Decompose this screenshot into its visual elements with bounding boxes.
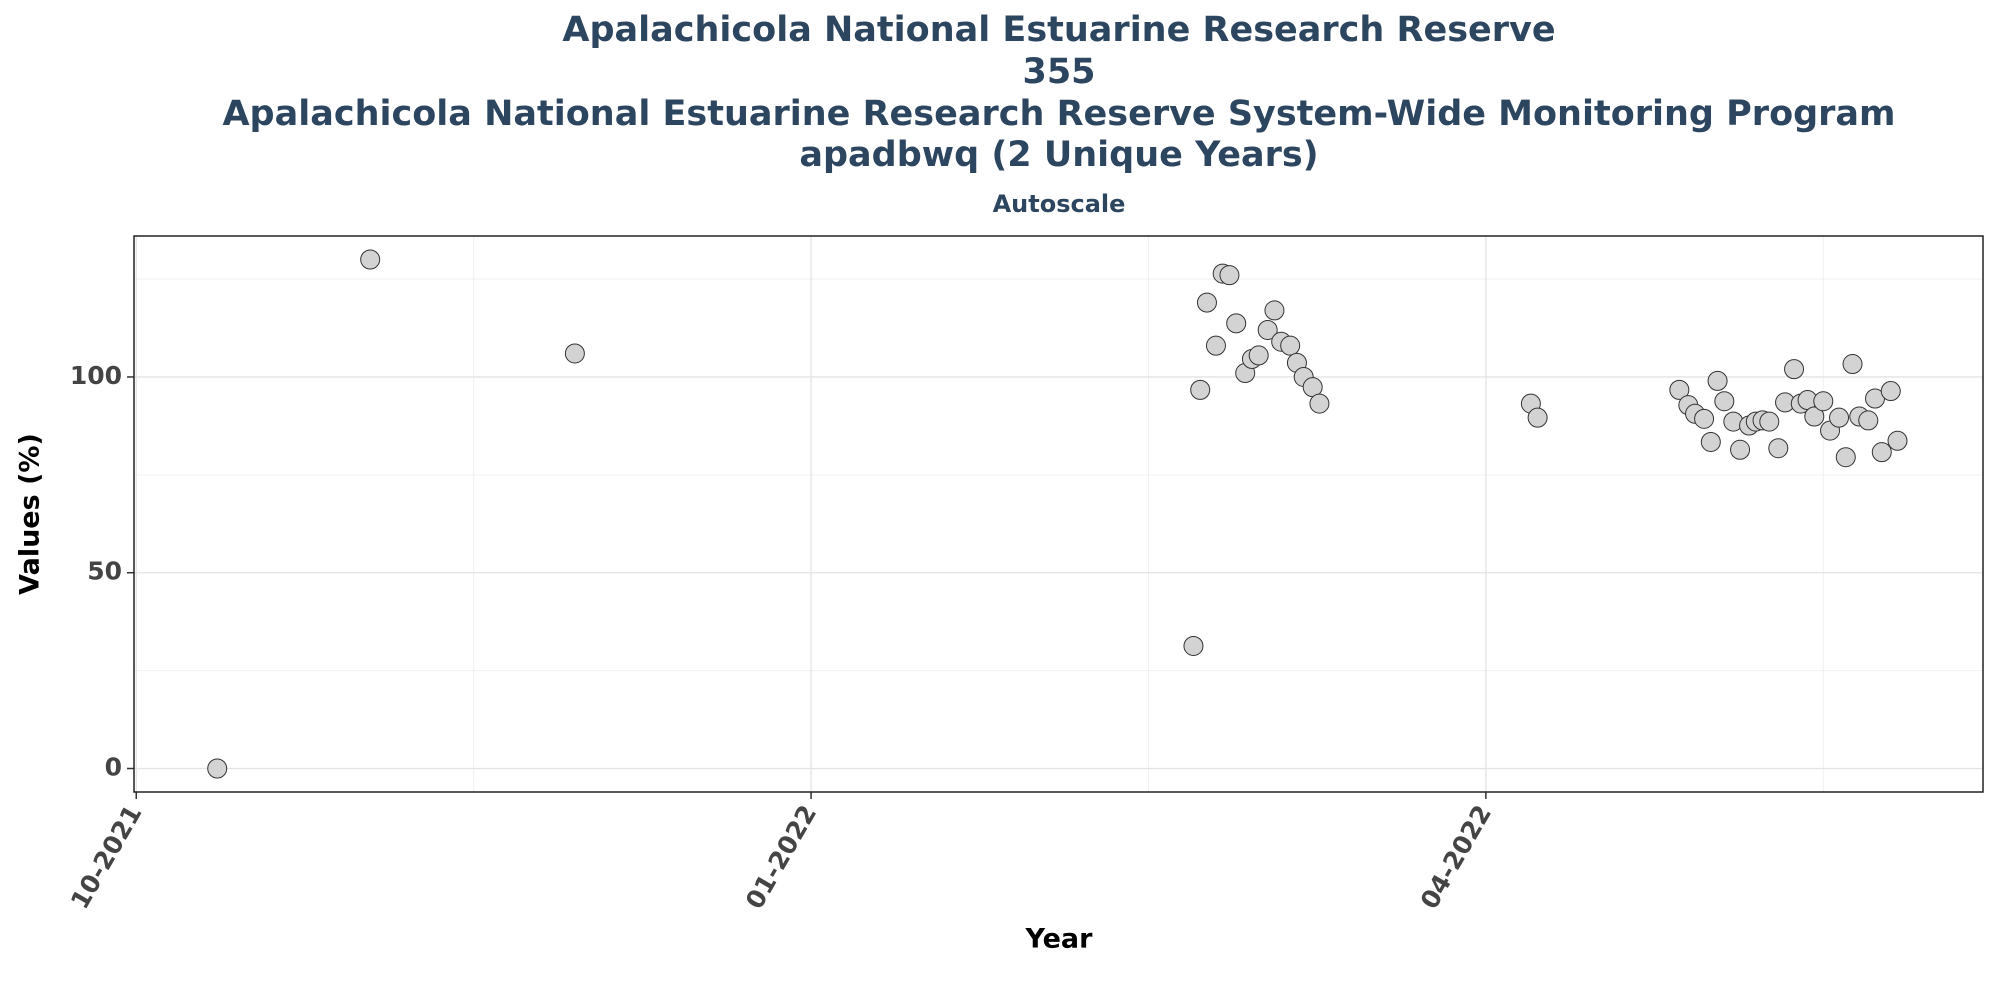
point xyxy=(1768,438,1789,459)
point xyxy=(207,758,228,779)
point xyxy=(1219,265,1240,286)
chart-subtitle: Autoscale xyxy=(993,190,1126,218)
chart-title: 355 xyxy=(1022,52,1095,92)
point xyxy=(1264,300,1285,321)
point xyxy=(1700,431,1721,452)
y-tick-label: 50 xyxy=(87,557,122,586)
point xyxy=(1309,393,1330,414)
point xyxy=(1669,379,1690,400)
x-tick-label: 10-2021 xyxy=(65,800,147,914)
point xyxy=(564,343,585,364)
chart-title: Apalachicola National Estuarine Research… xyxy=(222,94,1895,134)
point xyxy=(1829,407,1850,428)
point xyxy=(1858,410,1879,431)
point xyxy=(1707,370,1728,391)
y-tick-label: 100 xyxy=(70,361,122,390)
x-tick-label: 01-2022 xyxy=(740,800,822,914)
point xyxy=(1842,354,1863,375)
x-tick-label: 04-2022 xyxy=(1415,800,1497,914)
plot-frame xyxy=(133,235,1984,793)
point xyxy=(1887,430,1908,451)
chart-title: Apalachicola National Estuarine Research… xyxy=(562,10,1555,50)
point xyxy=(1205,335,1226,356)
point xyxy=(1196,292,1217,313)
point xyxy=(1190,379,1211,400)
point xyxy=(1257,319,1278,340)
point xyxy=(1784,359,1805,380)
point xyxy=(1759,411,1780,432)
x-axis-label: Year xyxy=(1025,924,1094,955)
point xyxy=(1527,407,1548,428)
point xyxy=(1226,313,1247,334)
point xyxy=(1183,635,1204,656)
chart-title: apadbwq (2 Unique Years) xyxy=(799,135,1318,175)
point xyxy=(360,249,381,270)
point xyxy=(1871,442,1892,463)
point xyxy=(1694,408,1715,429)
point xyxy=(1804,406,1825,427)
y-tick-label: 0 xyxy=(105,753,122,782)
point xyxy=(1813,391,1834,412)
point xyxy=(1835,447,1856,468)
point xyxy=(1280,335,1301,356)
point xyxy=(1248,345,1269,366)
point xyxy=(1880,381,1901,402)
point xyxy=(1714,391,1735,412)
y-axis-label: Values (%) xyxy=(15,433,46,595)
point xyxy=(1730,439,1751,460)
